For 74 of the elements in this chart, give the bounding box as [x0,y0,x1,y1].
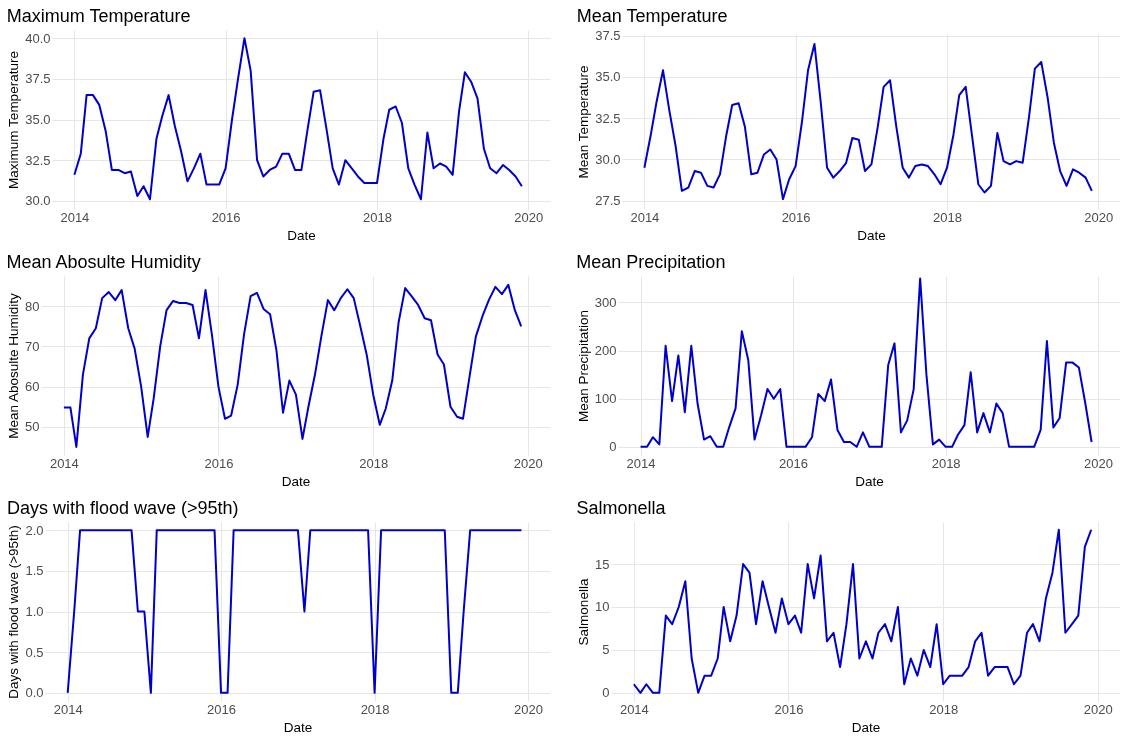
x-tick-label: 2016 [211,209,241,225]
x-tick-label: 2018 [363,209,392,225]
y-tick-label: 32.5 [595,110,621,126]
y-tick-label: 80 [25,298,40,314]
y-tick-label: 15 [595,556,610,572]
x-tick-label: 2016 [779,455,808,471]
x-tick-label: 2020 [1084,455,1114,471]
line-series [632,528,1093,694]
y-tick-label: 1.0 [25,604,44,619]
chart-title: Days with flood wave (>95th) [6,498,239,518]
chart-title: Maximum Temperature [6,6,191,26]
x-axis-title: Date [281,473,311,489]
chart-title: Mean Abosulte Humidity [6,252,201,272]
y-tick-label: 35.0 [595,69,621,85]
x-tick-label: 2016 [207,701,236,717]
y-tick-label: 5 [602,642,610,658]
x-tick-label: 2020 [1083,701,1113,717]
y-tick-label: 0 [609,439,617,455]
y-axis-title: Salmonella [576,578,592,646]
y-tick-label: 1.5 [25,563,44,579]
x-tick-label: 2016 [774,701,804,717]
y-tick-label: 70 [25,338,40,354]
x-tick-label: 2018 [359,455,389,471]
chart-title: Mean Precipitation [576,252,726,272]
x-tick-label: 2016 [781,209,811,225]
y-tick-label: 37.5 [595,28,621,44]
x-tick-label: 2014 [53,701,83,717]
y-tick-label: 60 [25,379,40,395]
y-tick-label: 27.5 [595,193,621,209]
y-axis-title: Maximum Temperature [6,51,22,189]
line-series [639,277,1093,448]
y-tick-label: 100 [594,391,617,407]
x-tick-label: 2016 [204,455,234,471]
x-tick-label: 2014 [49,455,79,471]
x-tick-label: 2014 [619,701,649,717]
y-tick-label: 35.0 [25,112,51,127]
y-tick-label: 40.0 [25,30,51,46]
x-tick-label: 2020 [513,701,543,717]
y-tick-label: 10 [595,599,610,615]
chart-title: Salmonella [576,498,667,518]
y-tick-label: 0 [602,685,610,701]
line-series [62,283,523,448]
y-tick-label: 50 [25,419,40,435]
line-series [73,37,523,201]
x-tick-label: 2018 [933,209,962,225]
y-tick-label: 32.5 [25,152,51,168]
y-tick-label: 37.5 [25,71,51,87]
x-tick-label: 2018 [929,701,959,717]
x-tick-label: 2020 [513,455,543,471]
y-tick-label: 30.0 [595,151,621,167]
x-tick-label: 2020 [514,209,544,225]
x-axis-title: Date [857,227,886,243]
x-tick-label: 2020 [1084,209,1114,225]
y-axis-title: Mean Precipitation [575,310,591,422]
y-tick-label: 30.0 [25,193,51,209]
y-axis-title: Mean Abosulte Humidity [6,292,22,439]
x-axis-title: Date [283,719,313,735]
y-axis-title: Mean Temperature [576,65,592,179]
line-series [643,42,1093,201]
y-tick-label: 0.5 [25,644,44,660]
x-tick-label: 2014 [60,209,90,225]
x-tick-label: 2014 [626,455,656,471]
chart-title: Mean Temperature [576,5,728,26]
x-axis-title: Date [287,227,316,243]
x-tick-label: 2018 [360,701,390,717]
y-tick-label: 0.0 [25,685,44,701]
y-tick-label: 300 [594,294,617,310]
y-tick-label: 2.0 [25,522,44,538]
x-tick-label: 2014 [630,209,660,225]
x-tick-label: 2018 [931,455,961,471]
x-axis-title: Date [851,719,881,735]
x-axis-title: Date [855,473,884,489]
y-tick-label: 200 [594,343,617,359]
y-axis-title: Days with flood wave (>95th) [6,525,22,699]
